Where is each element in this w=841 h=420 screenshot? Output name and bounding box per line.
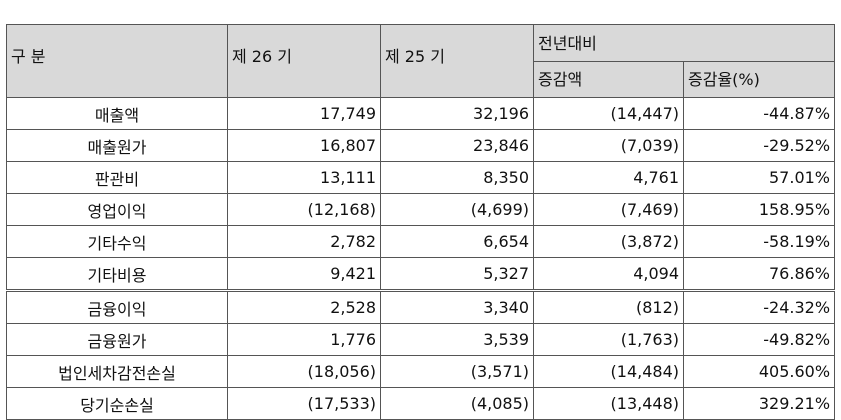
cell-change-amount: (13,448) <box>533 387 684 420</box>
table-row: 판관비 13,111 8,350 4,761 57.01% <box>6 161 836 194</box>
table-row: 기타비용 9,421 5,327 4,094 76.86% <box>6 257 836 291</box>
cell-change-amount: 4,094 <box>533 257 684 291</box>
row-label: 기타수익 <box>6 225 228 258</box>
table-row: 매출액 17,749 32,196 (14,447) -44.87% <box>6 97 836 130</box>
cell-period-25: 6,654 <box>380 225 534 258</box>
table-row: 매출원가 16,807 23,846 (7,039) -29.52% <box>6 129 836 162</box>
row-label: 판관비 <box>6 161 228 194</box>
header-change-rate: 증감율(%) <box>682 61 836 98</box>
cell-period-26: 1,776 <box>227 323 381 356</box>
cell-period-26: (12,168) <box>227 193 381 226</box>
cell-period-25: (4,699) <box>380 193 534 226</box>
cell-period-26: 2,782 <box>227 225 381 258</box>
row-label: 영업이익 <box>6 193 228 226</box>
cell-change-rate: 158.95% <box>682 193 836 226</box>
cell-change-rate: -29.52% <box>682 129 836 162</box>
cell-period-25: (3,571) <box>380 355 534 388</box>
row-label: 금융원가 <box>6 323 228 356</box>
row-label: 금융이익 <box>6 289 228 324</box>
cell-change-amount: (14,484) <box>533 355 684 388</box>
cell-period-25: 8,350 <box>380 161 534 194</box>
cell-period-26: 9,421 <box>227 257 381 291</box>
cell-change-amount: (1,763) <box>533 323 684 356</box>
cell-change-rate: 57.01% <box>682 161 836 194</box>
table-row: 당기순손실 (17,533) (4,085) (13,448) 329.21% <box>6 387 836 420</box>
header-period-26: 제 26 기 <box>227 24 381 98</box>
cell-change-rate: -24.32% <box>682 289 836 324</box>
cell-change-amount: (7,039) <box>533 129 684 162</box>
header-period-25: 제 25 기 <box>380 24 534 98</box>
cell-period-25: 32,196 <box>380 97 534 130</box>
table-row: 영업이익 (12,168) (4,699) (7,469) 158.95% <box>6 193 836 226</box>
cell-change-rate: 76.86% <box>682 257 836 291</box>
cell-period-26: (18,056) <box>227 355 381 388</box>
cell-period-25: 3,539 <box>380 323 534 356</box>
cell-change-amount: (7,469) <box>533 193 684 226</box>
header-yoy-group: 전년대비 <box>532 24 836 62</box>
table-row: 법인세차감전손실 (18,056) (3,571) (14,484) 405.6… <box>6 355 836 388</box>
row-label: 기타비용 <box>6 257 228 291</box>
row-label: 법인세차감전손실 <box>6 355 228 388</box>
cell-change-rate: -44.87% <box>682 97 836 130</box>
cell-change-rate: 405.60% <box>682 355 836 388</box>
table-row: 금융원가 1,776 3,539 (1,763) -49.82% <box>6 323 836 356</box>
cell-change-amount: (812) <box>533 289 684 324</box>
table-row: 금융이익 2,528 3,340 (812) -24.32% <box>6 289 836 324</box>
row-label: 당기순손실 <box>6 387 228 420</box>
cell-period-26: 13,111 <box>227 161 381 194</box>
cell-period-26: 2,528 <box>227 289 381 324</box>
table-row: 기타수익 2,782 6,654 (3,872) -58.19% <box>6 225 836 258</box>
cell-period-26: 17,749 <box>227 97 381 130</box>
financial-table: 구 분 제 26 기 제 25 기 전년대비 증감액 증감율(%) 매출액 17… <box>6 24 836 420</box>
cell-change-rate: -49.82% <box>682 323 836 356</box>
cell-change-rate: 329.21% <box>682 387 836 420</box>
cell-change-amount: (3,872) <box>533 225 684 258</box>
header-change-amount: 증감액 <box>533 61 684 98</box>
cell-change-amount: 4,761 <box>533 161 684 194</box>
cell-change-amount: (14,447) <box>533 97 684 130</box>
cell-period-25: (4,085) <box>380 387 534 420</box>
row-label: 매출원가 <box>6 129 228 162</box>
cell-period-25: 3,340 <box>380 289 534 324</box>
cell-period-25: 5,327 <box>380 257 534 291</box>
cell-change-rate: -58.19% <box>682 225 836 258</box>
cell-period-25: 23,846 <box>380 129 534 162</box>
header-category: 구 분 <box>6 24 228 98</box>
cell-period-26: (17,533) <box>227 387 381 420</box>
row-label: 매출액 <box>6 97 228 130</box>
cell-period-26: 16,807 <box>227 129 381 162</box>
